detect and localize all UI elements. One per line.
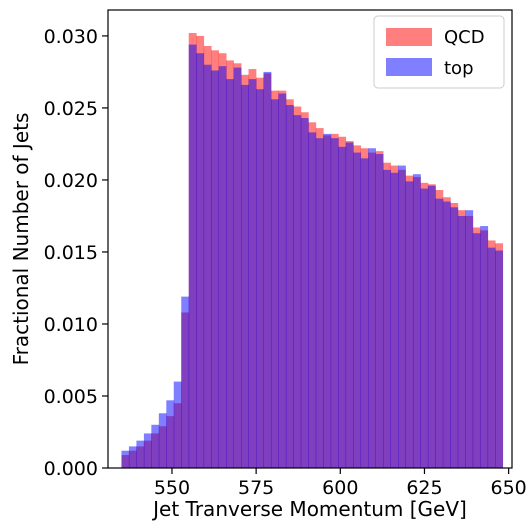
bar-top bbox=[465, 210, 474, 468]
bar-top bbox=[188, 44, 197, 468]
y-axis-title: Fractional Number of Jets bbox=[9, 113, 33, 366]
bar-top bbox=[128, 446, 137, 468]
bar-top bbox=[166, 400, 175, 468]
bar-top bbox=[427, 185, 436, 468]
x-axis: 550 575 600 625 650 bbox=[154, 468, 527, 499]
bar-top bbox=[435, 198, 444, 469]
plot-frame bbox=[107, 9, 513, 469]
bar-top bbox=[226, 79, 234, 468]
x-tick-label: 575 bbox=[238, 477, 274, 499]
bar-top bbox=[495, 250, 504, 468]
y-tick-label: 0.020 bbox=[44, 170, 98, 192]
bar-top bbox=[218, 66, 227, 469]
bar-top bbox=[173, 381, 182, 468]
bar-top bbox=[256, 89, 264, 469]
bar-top bbox=[143, 433, 152, 468]
bar-top bbox=[293, 115, 302, 468]
bar-top bbox=[136, 440, 145, 468]
bar-top bbox=[151, 424, 160, 468]
x-tick-label: 625 bbox=[406, 477, 442, 499]
bar-top bbox=[338, 146, 347, 468]
bar-top bbox=[263, 71, 272, 469]
bar-top bbox=[308, 132, 317, 469]
x-tick-label: 600 bbox=[322, 477, 358, 499]
x-tick-label: 550 bbox=[154, 477, 190, 499]
bar-top bbox=[121, 450, 130, 468]
bar-top bbox=[158, 413, 167, 468]
bar-top bbox=[248, 79, 257, 468]
bar-top bbox=[345, 142, 354, 468]
legend-label-top: top bbox=[444, 58, 474, 79]
bar-top bbox=[330, 138, 339, 468]
y-tick-label: 0.025 bbox=[44, 98, 98, 120]
bars-layer bbox=[121, 33, 504, 469]
legend: QCD top bbox=[373, 15, 505, 89]
bar-top bbox=[270, 99, 279, 469]
bar-top bbox=[181, 296, 190, 468]
bar-top bbox=[375, 154, 384, 468]
bar-top bbox=[285, 105, 294, 468]
legend-label-qcd: QCD bbox=[444, 27, 485, 48]
bar-top bbox=[353, 152, 362, 468]
bar-top bbox=[300, 118, 309, 469]
bar-top bbox=[487, 247, 496, 468]
bar-top bbox=[360, 158, 369, 468]
bar-top bbox=[233, 67, 242, 469]
y-tick-label: 0.000 bbox=[44, 458, 98, 480]
bar-top bbox=[390, 172, 399, 468]
bar-top bbox=[241, 84, 249, 468]
y-axis: 0.000 0.005 0.010 0.015 0.020 0.025 0.030 bbox=[44, 26, 108, 480]
bar-top bbox=[412, 174, 421, 468]
bar-top bbox=[211, 70, 220, 469]
bar-top bbox=[442, 201, 451, 469]
y-tick-label: 0.030 bbox=[44, 26, 98, 48]
x-axis-title: Jet Tranverse Momentum [GeV] bbox=[151, 497, 467, 521]
bar-top bbox=[383, 169, 391, 468]
bar-top bbox=[398, 165, 406, 469]
bar-top bbox=[203, 64, 212, 468]
bar-top bbox=[472, 233, 481, 468]
bar-top bbox=[368, 148, 376, 468]
x-tick-label: 650 bbox=[491, 477, 527, 499]
bar-top bbox=[315, 138, 324, 468]
legend-swatch-top bbox=[386, 58, 432, 76]
y-tick-label: 0.015 bbox=[44, 242, 98, 264]
bar-top bbox=[405, 181, 414, 468]
bar-top bbox=[420, 188, 429, 468]
legend-swatch-qcd bbox=[386, 28, 432, 46]
bar-top bbox=[196, 53, 205, 469]
bar-top bbox=[480, 226, 489, 468]
bar-top bbox=[457, 215, 466, 468]
y-tick-label: 0.010 bbox=[44, 314, 98, 336]
y-tick-label: 0.005 bbox=[44, 386, 98, 408]
bar-top bbox=[450, 207, 459, 468]
bar-top bbox=[323, 133, 332, 469]
bar-top bbox=[278, 93, 287, 468]
series-top bbox=[121, 44, 504, 469]
